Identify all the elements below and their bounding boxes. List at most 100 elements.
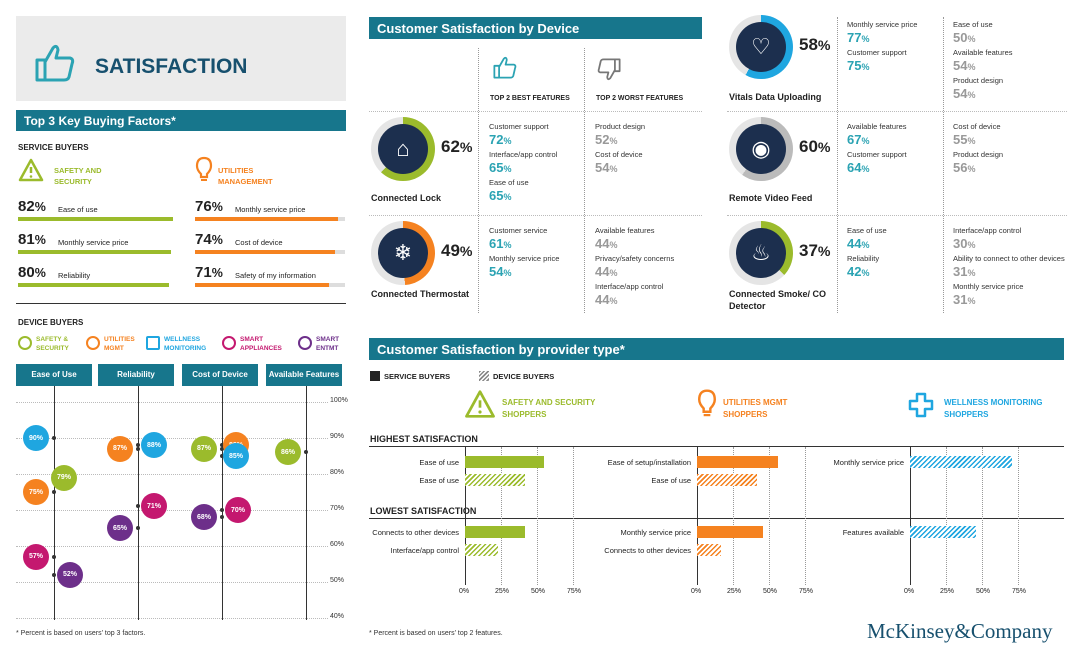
worst-features-header: TOP 2 WORST FEATURES	[596, 95, 684, 102]
percent-sign: %	[609, 136, 618, 146]
provider-bar-label: Features available	[842, 528, 904, 537]
data-tick	[52, 490, 56, 494]
provider-bar	[910, 456, 1013, 468]
percent-sign: %	[967, 62, 976, 72]
lowest-divider	[369, 518, 1064, 519]
percent-sign: %	[609, 240, 618, 250]
factor-bar	[18, 250, 171, 254]
percent-sign: %	[967, 136, 976, 146]
provider-bar-label: Ease of use	[419, 476, 459, 485]
percent-value: 37	[799, 241, 818, 260]
percent-value: 81	[18, 231, 35, 248]
provider-axis	[697, 447, 698, 585]
percent-sign: %	[34, 233, 46, 247]
x-tick-label: 50%	[531, 588, 546, 595]
warning-icon	[18, 158, 44, 182]
legend-label: SMART APPLIANCES	[240, 335, 282, 353]
provider-bar-label: Connects to other devices	[604, 546, 691, 555]
worst-feature-label: Interface/app control	[595, 282, 664, 291]
provider-bar	[697, 526, 764, 538]
cross-icon	[146, 336, 160, 350]
x-tick-label: 0%	[691, 588, 702, 595]
provider-gridline	[769, 447, 770, 585]
data-tick	[220, 446, 224, 451]
percent-value: 72	[489, 132, 504, 147]
provider-bar	[910, 526, 977, 538]
x-tick-label: 75%	[1012, 588, 1027, 595]
percent-sign: %	[817, 244, 831, 260]
percent-value: 50	[953, 30, 968, 45]
worst-feature-label: Available features	[595, 226, 655, 235]
device-percent: 62%	[441, 137, 473, 157]
worst-feature-value: 31%	[953, 292, 975, 307]
percent-sign: %	[861, 136, 870, 146]
legend-line-2: SECURITY	[36, 345, 69, 352]
lightbulb-icon	[195, 156, 213, 181]
x-tick-label: 50%	[976, 588, 991, 595]
percent-sign: %	[459, 140, 473, 156]
device-divider	[369, 215, 702, 216]
eye-icon: ◉	[736, 124, 786, 174]
provider-bar-label: Ease of use	[651, 476, 691, 485]
safety-label-2: SECURITY	[54, 177, 92, 186]
thumbs-up-small-icon	[493, 56, 517, 79]
percent-sign: %	[967, 296, 976, 306]
device-legend-label: DEVICE BUYERS	[493, 372, 555, 381]
factor-percent: 71%	[195, 264, 223, 281]
music-icon	[298, 336, 312, 350]
worst-feature-value: 55%	[953, 132, 975, 147]
y-tick-label: 100%	[330, 397, 348, 404]
percent-sign: %	[34, 200, 46, 214]
worst-feature-value: 44%	[595, 292, 617, 307]
worst-feature-label: Ease of use	[953, 20, 993, 29]
percent-value: 82	[18, 198, 35, 215]
worst-feature-label: Available features	[953, 48, 1013, 57]
percent-sign: %	[503, 268, 512, 278]
provider-bar-label: Interface/app control	[390, 546, 459, 555]
best-feature-label: Monthly service price	[847, 20, 918, 29]
percent-sign: %	[967, 34, 976, 44]
y-tick-label: 70%	[330, 505, 345, 512]
data-tick	[136, 526, 140, 530]
percent-value: 44	[847, 236, 862, 251]
percent-sign: %	[861, 240, 870, 250]
percent-value: 31	[953, 292, 968, 307]
provider-gridline	[1018, 447, 1019, 585]
percent-sign: %	[503, 164, 512, 174]
warning-icon	[465, 390, 495, 418]
percent-sign: %	[459, 244, 473, 260]
worst-feature-value: 52%	[595, 132, 617, 147]
data-point: 87%	[191, 435, 217, 462]
percent-value: 76	[195, 198, 212, 215]
percent-value: 52	[595, 132, 610, 147]
provider-gridline	[946, 447, 947, 585]
legend-line-2: ENTMT	[316, 345, 339, 352]
device-percent: 60%	[799, 137, 831, 157]
device-name: Connected Thermostat	[371, 289, 470, 299]
worst-feature-label: Product design	[953, 76, 1004, 85]
data-point: 75%	[23, 479, 49, 505]
device-name: Vitals Data Uploading	[729, 92, 822, 102]
x-tick-label: 75%	[799, 588, 814, 595]
category-axis	[54, 386, 55, 620]
gridline	[16, 474, 328, 475]
worst-feature-value: 54%	[595, 160, 617, 175]
worst-feature-label: Product design	[953, 150, 1004, 159]
best-feature-label: Customer support	[489, 122, 549, 131]
y-tick-label: 90%	[330, 433, 345, 440]
device-percent: 49%	[441, 241, 473, 261]
category-header: Ease of Use	[16, 364, 92, 386]
device-percent: 58%	[799, 35, 831, 55]
legend-line-2: MONITORING	[164, 345, 207, 352]
provider-bar	[465, 474, 526, 486]
percent-value: 42	[847, 264, 862, 279]
legend-label: SAFETY & SECURITY	[36, 335, 69, 353]
best-feature-label: Customer service	[489, 226, 548, 235]
column-divider	[584, 48, 585, 313]
percent-sign: %	[609, 296, 618, 306]
percent-sign: %	[967, 240, 976, 250]
provider-gridline	[733, 447, 734, 585]
provider-gridline	[537, 447, 538, 585]
best-feature-value: 77%	[847, 30, 869, 45]
worst-feature-label: Ability to connect to other devices	[953, 254, 1065, 263]
